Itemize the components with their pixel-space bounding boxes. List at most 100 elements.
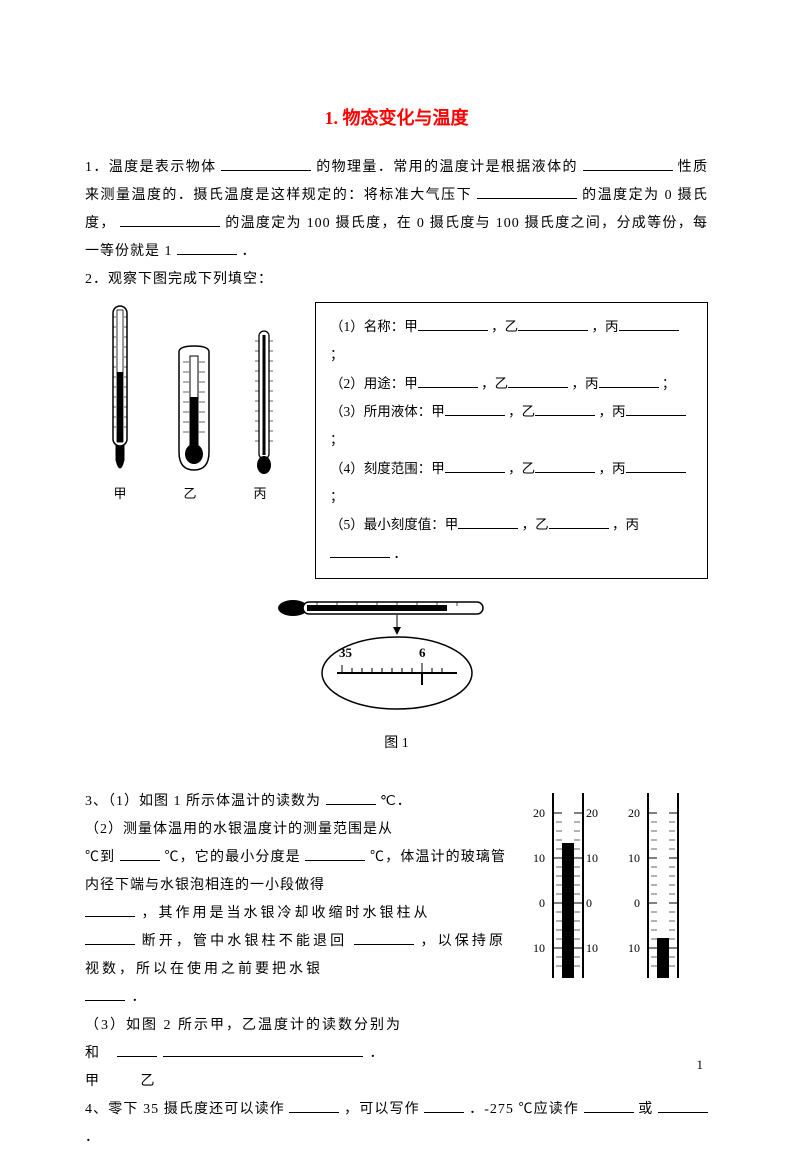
t: （1）名称：甲 <box>330 319 418 334</box>
thermometer-jia-icon <box>102 302 138 477</box>
blank <box>418 317 488 331</box>
page-number: 1 <box>697 1052 704 1078</box>
t: ，乙 <box>481 376 508 391</box>
figure-2: 20 20 10 10 0 0 10 10 <box>518 788 708 994</box>
t: ，乙 <box>491 319 518 334</box>
blank <box>418 374 478 388</box>
blank <box>619 317 679 331</box>
blank <box>85 903 135 917</box>
blank <box>445 459 505 473</box>
t: ，丙 <box>599 461 626 476</box>
svg-text:20: 20 <box>628 806 640 820</box>
blank <box>584 1099 634 1113</box>
t: ． <box>85 1130 100 1145</box>
blank <box>163 1043 363 1057</box>
blank <box>535 459 595 473</box>
thermometer-labels: 甲 乙 丙 <box>85 481 295 507</box>
t: ． <box>370 1046 387 1061</box>
zoom-num-6: 6 <box>419 645 426 660</box>
svg-text:20: 20 <box>586 806 598 820</box>
svg-text:0: 0 <box>634 896 640 910</box>
t: ； <box>330 432 344 447</box>
t: ，丙 <box>572 376 599 391</box>
blank <box>508 374 568 388</box>
t: ． <box>132 990 149 1005</box>
t: ，丙 <box>612 517 639 532</box>
label-bing: 丙 <box>253 481 266 507</box>
blank <box>120 213 220 227</box>
blank <box>626 402 686 416</box>
q1-text: 的物理量．常用的温度计是根据液体的 <box>316 160 578 175</box>
blank <box>549 515 609 529</box>
blank <box>477 185 577 199</box>
blank <box>120 847 160 861</box>
q2-figure-row: 甲 乙 丙 （1）名称：甲 ，乙 ，丙 ； （2）用途：甲 ，乙 ，丙 ； （3… <box>85 302 708 579</box>
blank <box>177 241 237 255</box>
t: 和 <box>85 1046 102 1061</box>
svg-text:10: 10 <box>628 851 640 865</box>
t: ℃，它的最小分度是 <box>165 850 301 865</box>
question-4: 4、零下 35 摄氏度还可以读作 ，可以写作 ．-275 ℃应读作 或 ． <box>85 1096 708 1152</box>
t: 3、（1）如图 1 所示体温计的读数为 <box>85 794 321 809</box>
t: ，乙 <box>508 461 535 476</box>
question-2-head: 2．观察下图完成下列填空： <box>85 266 708 294</box>
q1-text: 1．温度是表示物体 <box>85 160 216 175</box>
t: ． <box>393 546 407 561</box>
thermometer-group <box>85 302 295 477</box>
t: ； <box>330 347 344 362</box>
blank <box>424 1099 464 1113</box>
blank <box>305 847 365 861</box>
t: （5）最小刻度值：甲 <box>330 517 458 532</box>
t: （2）测量体温用的水银温度计的测量范围是从 <box>85 822 393 837</box>
t: ； <box>330 489 344 504</box>
t: 或 <box>638 1102 653 1117</box>
svg-text:20: 20 <box>533 806 545 820</box>
svg-text:0: 0 <box>539 896 545 910</box>
svg-text:10: 10 <box>586 851 598 865</box>
thermometer-yi-icon <box>171 342 217 477</box>
info-row-1: （1）名称：甲 ，乙 ，丙 ； <box>330 313 693 370</box>
t: 断开，管中水银柱不能退回 <box>142 934 348 949</box>
q3-jia-yi-labels: 甲 乙 <box>85 1068 506 1096</box>
t: ℃到 <box>85 850 115 865</box>
question-3: 3、（1）如图 1 所示体温计的读数为 ℃． （2）测量体温用的水银温度计的测量… <box>85 788 518 1096</box>
blank <box>535 402 595 416</box>
blank <box>85 987 125 1001</box>
question-1: 1．温度是表示物体 的物理量．常用的温度计是根据液体的 性质来测量温度的．摄氏温… <box>85 154 708 266</box>
zoom-num-35: 35 <box>339 645 353 660</box>
svg-text:10: 10 <box>533 941 545 955</box>
q2-info-box: （1）名称：甲 ，乙 ，丙 ； （2）用途：甲 ，乙 ，丙 ； （3）所用液体：… <box>315 302 708 579</box>
page-title: 1. 物态变化与温度 <box>85 100 708 136</box>
blank <box>445 402 505 416</box>
t: ，乙 <box>522 517 549 532</box>
t: ，乙 <box>508 404 535 419</box>
thermometer-pair-icon: 20 20 10 10 0 0 10 10 <box>518 788 708 983</box>
blank <box>626 459 686 473</box>
blank <box>326 791 376 805</box>
blank <box>599 374 659 388</box>
blank <box>117 1043 157 1057</box>
t: ，丙 <box>592 319 619 334</box>
info-row-5: （5）最小刻度值：甲 ，乙 ，丙 ． <box>330 511 693 568</box>
figure-1-caption: 图 1 <box>85 730 708 758</box>
t: ，其作用是当水银冷却收缩时水银柱从 <box>142 906 431 921</box>
blank <box>221 157 311 171</box>
info-row-2: （2）用途：甲 ，乙 ，丙 ； <box>330 370 693 398</box>
info-row-4: （4）刻度范围：甲 ，乙 ，丙 ； <box>330 455 693 512</box>
t: （2）用途：甲 <box>330 376 418 391</box>
t: （3）所用液体：甲 <box>330 404 445 419</box>
t: （3）如图 2 所示甲，乙温度计的读数分别为 <box>85 1018 402 1033</box>
svg-text:10: 10 <box>586 941 598 955</box>
svg-text:0: 0 <box>586 896 592 910</box>
q1-text: ． <box>242 244 257 259</box>
blank <box>458 515 518 529</box>
blank <box>658 1099 708 1113</box>
t: ，可以写作 <box>344 1102 420 1117</box>
thermometer-bing-icon <box>250 327 278 477</box>
horizontal-thermometer-icon: 35 6 <box>267 593 527 713</box>
svg-text:10: 10 <box>628 941 640 955</box>
t: ℃． <box>380 794 412 809</box>
t: ．-275 ℃应读作 <box>469 1102 579 1117</box>
blank <box>583 157 673 171</box>
question-3-wrap: 3、（1）如图 1 所示体温计的读数为 ℃． （2）测量体温用的水银温度计的测量… <box>85 788 708 1096</box>
